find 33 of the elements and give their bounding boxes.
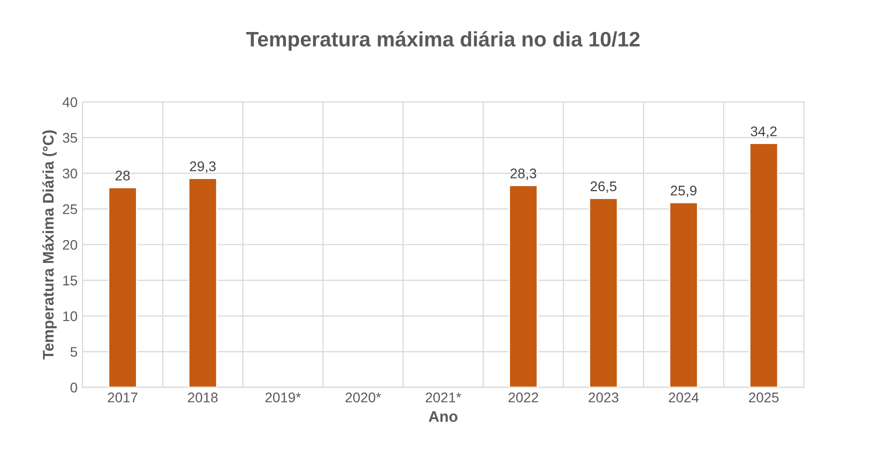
- x-tick-label: 2020*: [346, 392, 381, 402]
- x-tick-label: 2018: [188, 392, 218, 402]
- y-tick-label: 25: [62, 204, 78, 214]
- data-label: 25,9: [670, 186, 696, 198]
- x-tick-label: 2017: [108, 392, 138, 402]
- bar: [508, 184, 538, 388]
- data-label: 29,3: [190, 161, 216, 173]
- y-tick-label: 35: [62, 132, 78, 143]
- y-tick-label: 30: [62, 168, 78, 178]
- y-tick-label: 5: [70, 347, 78, 357]
- x-tick-label: 2021*: [426, 392, 462, 402]
- bar: [108, 186, 138, 388]
- y-tick-label: 10: [63, 311, 78, 322]
- y-tick-label: 40: [62, 97, 78, 108]
- y-tick-label: 20: [62, 240, 78, 250]
- x-tick-label: 2024: [668, 392, 699, 402]
- y-axis-title: Temperatura Máxima Diária (°C): [42, 130, 57, 360]
- x-axis-title: Ano: [428, 411, 458, 422]
- bar: [188, 178, 218, 388]
- x-tick-label: 2019*: [265, 392, 301, 402]
- bar: [668, 202, 698, 388]
- y-tick-label: 0: [70, 382, 78, 392]
- x-tick-label: 2022: [508, 392, 538, 402]
- data-label: 34,2: [750, 126, 777, 138]
- data-label: 26,5: [590, 181, 616, 193]
- y-tick-label: 15: [63, 276, 78, 286]
- x-tick-label: 2025: [749, 392, 779, 402]
- bar: [749, 142, 778, 388]
- bar: [588, 198, 618, 388]
- x-tick-label: 2023: [588, 392, 618, 402]
- data-label: 28: [116, 170, 130, 181]
- data-label: 28,3: [510, 168, 536, 180]
- chart-title: Temperatura máxima diária no dia 10/12: [246, 31, 640, 51]
